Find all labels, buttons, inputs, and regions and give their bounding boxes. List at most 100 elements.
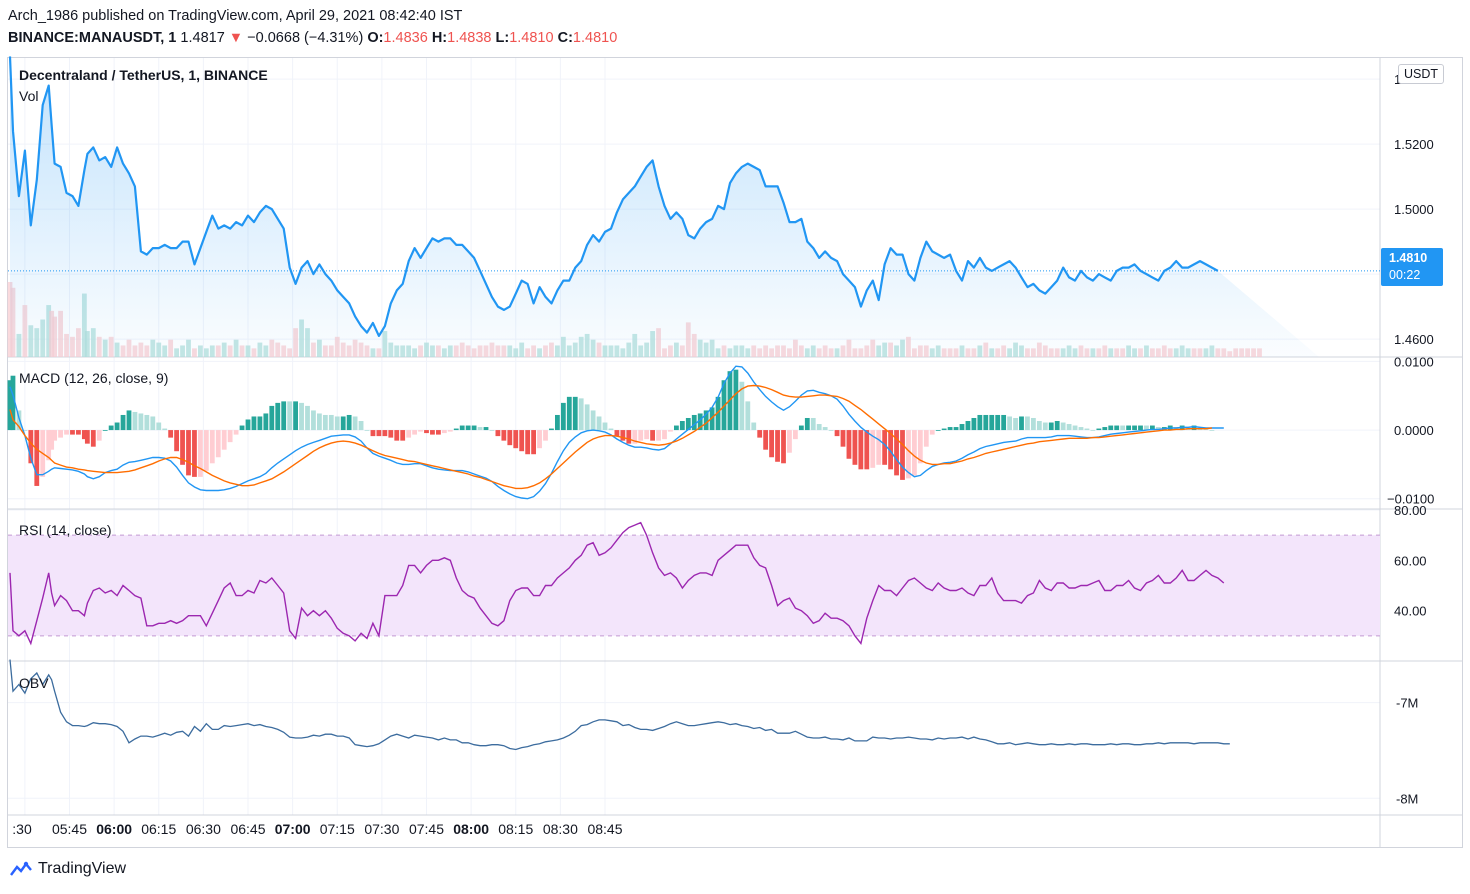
macd-histogram-bar [376, 430, 382, 437]
macd-histogram-bar [96, 430, 102, 441]
macd-histogram-bar [697, 413, 703, 431]
macd-histogram-bar [537, 430, 542, 449]
macd-histogram-bar [81, 430, 87, 440]
macd-histogram-bar [311, 410, 316, 431]
macd-histogram-bar [120, 414, 126, 431]
macd-histogram-bar [846, 430, 852, 459]
macd-histogram-bar [923, 430, 929, 447]
macd-histogram-bar [816, 424, 822, 431]
macd-histogram-bar [49, 430, 55, 450]
time-axis-label: 06:00 [96, 821, 132, 837]
macd-histogram-bar [1066, 424, 1072, 431]
macd-histogram-bar [162, 428, 168, 431]
macd-histogram-bar [596, 416, 602, 431]
macd-histogram-bar [453, 428, 459, 431]
macd-histogram-bar [584, 404, 590, 431]
macd-histogram-bar [560, 402, 566, 431]
macd-histogram-bar [804, 417, 810, 431]
open-label: O: [367, 30, 384, 46]
macd-histogram-bar [465, 425, 471, 431]
macd-histogram-bar [1150, 425, 1155, 431]
macd-histogram-bar [1054, 421, 1060, 431]
macd-histogram-bar [305, 405, 310, 431]
price-axis-label: 1.5200 [1394, 137, 1434, 152]
macd-histogram-bar [501, 430, 507, 441]
macd-histogram-bar [287, 401, 293, 431]
macd-histogram-bar [977, 414, 983, 431]
macd-histogram-bar [358, 421, 364, 431]
macd-histogram-bar [150, 416, 156, 431]
last-price: 1.4817 [180, 30, 225, 46]
macd-histogram-bar [543, 430, 548, 441]
macd-histogram-bar [1019, 416, 1024, 431]
macd-histogram-bar [317, 413, 322, 431]
macd-histogram-bar [864, 430, 870, 470]
price-axis-label: 1.5000 [1394, 202, 1434, 217]
brand-name: TradingView [38, 860, 127, 877]
macd-histogram-bar [775, 430, 780, 462]
macd-histogram-bar [192, 430, 197, 477]
macd-histogram-bar [263, 413, 269, 431]
macd-histogram-bar [239, 425, 245, 431]
macd-histogram-bar [834, 430, 840, 437]
macd-histogram-bar [531, 430, 536, 455]
tradingview-logo[interactable]: TradingView [10, 860, 126, 878]
chart-frame[interactable] [7, 57, 1463, 848]
macd-histogram-bar [1108, 425, 1114, 431]
macd-histogram-bar [269, 405, 275, 431]
macd-histogram-bar [180, 430, 185, 465]
macd-histogram-bar [1007, 416, 1012, 431]
macd-histogram-bar [715, 396, 721, 431]
macd-histogram-bar [388, 430, 394, 438]
macd-histogram-bar [1090, 430, 1096, 431]
time-axis-label: 08:30 [543, 821, 578, 837]
tradingview-logo-icon [10, 861, 32, 876]
price-line [8, 56, 1219, 337]
signal-line [9, 384, 1212, 490]
macd-histogram-bar [1048, 422, 1054, 431]
macd-histogram-bar [1001, 414, 1007, 431]
time-axis-label: 06:15 [141, 821, 176, 837]
macd-histogram-bar [894, 430, 899, 476]
price-change: −0.0668 (−4.31%) [247, 30, 364, 46]
obv-axis-label: -8M [1396, 791, 1418, 806]
currency-chip[interactable]: USDT [1398, 64, 1445, 84]
macd-histogram-bar [852, 430, 858, 465]
macd-histogram-bar [90, 430, 96, 447]
macd-histogram-bar [793, 430, 798, 440]
macd-histogram-bar [495, 430, 501, 437]
macd-histogram-bar [566, 396, 572, 431]
rsi-axis-label: 40.00 [1394, 604, 1427, 619]
macd-histogram-bar [76, 430, 81, 435]
macd-histogram-bar [412, 430, 417, 435]
macd-histogram-bar [209, 430, 215, 464]
macd-histogram-bar [685, 417, 691, 431]
macd-histogram-bar [322, 414, 328, 431]
rsi-axis-label: 60.00 [1394, 553, 1427, 568]
macd-histogram-bar [941, 428, 947, 431]
macd-histogram-bar [28, 430, 34, 464]
macd-histogram-bar [662, 430, 667, 440]
macd-histogram-bar [578, 398, 584, 431]
rsi-axis-label: 80.00 [1394, 503, 1427, 518]
publish-line: Arch_1986 published on TradingView.com, … [8, 8, 463, 24]
low-label: L: [495, 30, 510, 46]
macd-histogram-bar [620, 430, 626, 441]
current-price-tag: 1.4810 00:22 [1381, 248, 1443, 286]
down-arrow-icon: ▼ [228, 30, 244, 46]
time-axis-label: 06:30 [186, 821, 221, 837]
macd-histogram-bar [995, 414, 1001, 431]
macd-histogram-bar [638, 430, 644, 441]
macd-histogram-bar [733, 369, 739, 431]
macd-histogram-bar [1025, 416, 1030, 431]
macd-histogram-bar [10, 375, 16, 431]
macd-histogram-bar [1155, 427, 1161, 431]
macd-histogram-bar [983, 414, 989, 431]
macd-histogram-bar [334, 416, 340, 431]
macd-histogram-bar [471, 425, 477, 431]
macd-histogram-bar [1209, 430, 1215, 431]
macd-histogram-bar [745, 401, 751, 431]
open-value: 1.4836 [383, 30, 428, 46]
macd-histogram-bar [126, 410, 132, 431]
